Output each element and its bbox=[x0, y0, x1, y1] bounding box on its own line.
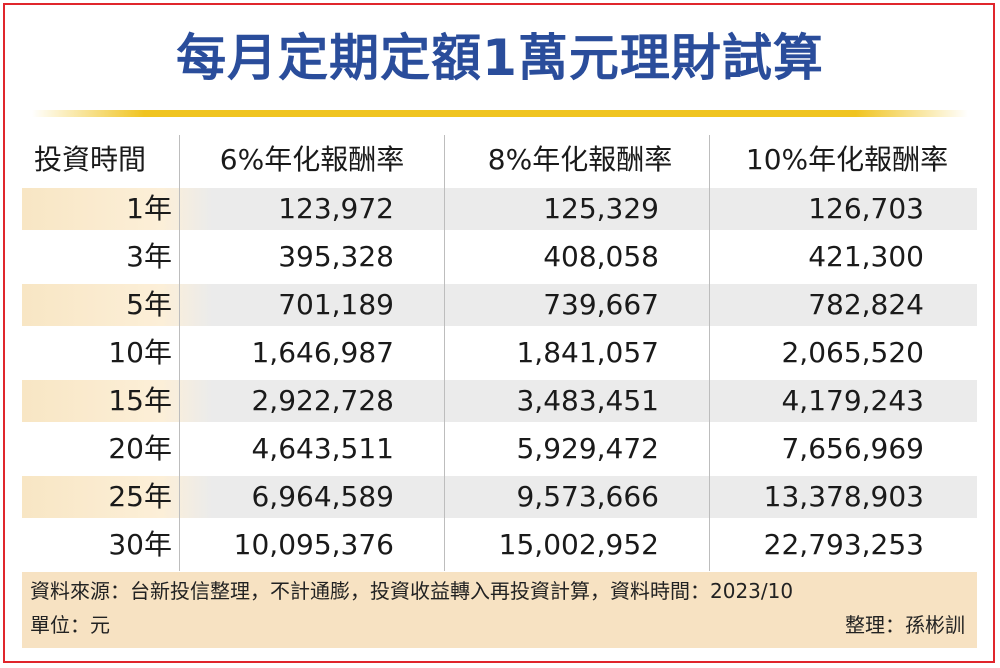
investment-table: 投資時間 6%年化報酬率 8%年化報酬率 10%年化報酬率 1年 123,972… bbox=[22, 135, 977, 571]
period-cell: 30年 bbox=[108, 528, 172, 561]
value-cell: 22,793,253 bbox=[763, 528, 924, 561]
period-cell: 5年 bbox=[126, 288, 172, 321]
value-cell: 701,189 bbox=[278, 288, 394, 321]
period-cell: 20年 bbox=[108, 432, 172, 465]
value-cell: 10,095,376 bbox=[233, 528, 394, 561]
column-divider bbox=[709, 135, 710, 571]
period-cell: 3年 bbox=[126, 240, 172, 273]
period-cell: 25年 bbox=[108, 480, 172, 513]
header-rate-8: 8%年化報酬率 bbox=[487, 143, 673, 176]
value-cell: 15,002,952 bbox=[498, 528, 659, 561]
table-row: 1年 123,972 125,329 126,703 bbox=[22, 185, 977, 233]
header-rate-6: 6%年化報酬率 bbox=[219, 143, 405, 176]
value-cell: 9,573,666 bbox=[516, 480, 659, 513]
value-cell: 782,824 bbox=[808, 288, 924, 321]
value-cell: 2,922,728 bbox=[251, 384, 394, 417]
source-note: 資料來源：台新投信整理，不計通膨，投資收益轉入再投資計算，資料時間：2023/1… bbox=[30, 579, 794, 603]
column-divider bbox=[179, 135, 180, 571]
value-cell: 1,646,987 bbox=[251, 336, 394, 369]
table-row: 10年 1,646,987 1,841,057 2,065,520 bbox=[22, 329, 977, 377]
value-cell: 13,378,903 bbox=[763, 480, 924, 513]
value-cell: 4,179,243 bbox=[781, 384, 924, 417]
period-cell: 10年 bbox=[108, 336, 172, 369]
period-cell: 1年 bbox=[126, 192, 172, 225]
value-cell: 7,656,969 bbox=[781, 432, 924, 465]
value-cell: 395,328 bbox=[278, 240, 394, 273]
value-cell: 421,300 bbox=[808, 240, 924, 273]
value-cell: 1,841,057 bbox=[516, 336, 659, 369]
column-divider bbox=[444, 135, 445, 571]
header-period: 投資時間 bbox=[34, 143, 147, 176]
value-cell: 125,329 bbox=[543, 192, 659, 225]
value-cell: 2,065,520 bbox=[781, 336, 924, 369]
footer-notes: 資料來源：台新投信整理，不計通膨，投資收益轉入再投資計算，資料時間：2023/1… bbox=[22, 572, 977, 648]
value-cell: 3,483,451 bbox=[516, 384, 659, 417]
value-cell: 408,058 bbox=[543, 240, 659, 273]
page-title: 每月定期定額1萬元理財試算 bbox=[176, 29, 824, 87]
table-row: 15年 2,922,728 3,483,451 4,179,243 bbox=[22, 377, 977, 425]
value-cell: 4,643,511 bbox=[251, 432, 394, 465]
title-underline bbox=[32, 110, 968, 117]
table-row: 3年 395,328 408,058 421,300 bbox=[22, 233, 977, 281]
period-cell: 15年 bbox=[108, 384, 172, 417]
value-cell: 739,667 bbox=[543, 288, 659, 321]
table-row: 5年 701,189 739,667 782,824 bbox=[22, 281, 977, 329]
value-cell: 6,964,589 bbox=[251, 480, 394, 513]
value-cell: 126,703 bbox=[808, 192, 924, 225]
value-cell: 5,929,472 bbox=[516, 432, 659, 465]
editor-credit: 整理：孫彬訓 bbox=[845, 613, 965, 637]
table-header-row: 投資時間 6%年化報酬率 8%年化報酬率 10%年化報酬率 bbox=[22, 135, 977, 185]
table-row: 30年 10,095,376 15,002,952 22,793,253 bbox=[22, 521, 977, 569]
unit-note: 單位：元 bbox=[30, 613, 110, 637]
value-cell: 123,972 bbox=[278, 192, 394, 225]
table-row: 20年 4,643,511 5,929,472 7,656,969 bbox=[22, 425, 977, 473]
header-rate-10: 10%年化報酬率 bbox=[745, 143, 949, 176]
table-row: 25年 6,964,589 9,573,666 13,378,903 bbox=[22, 473, 977, 521]
